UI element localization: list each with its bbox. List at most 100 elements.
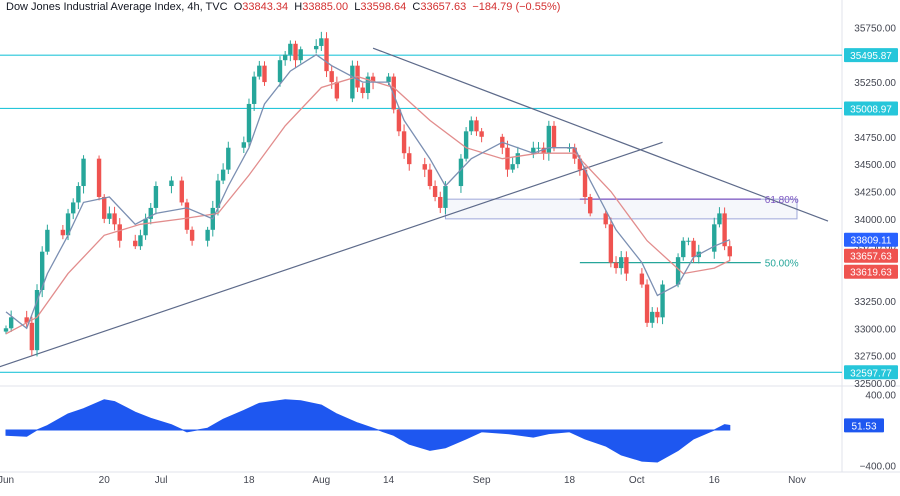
candle-body bbox=[727, 246, 732, 257]
candle-body bbox=[148, 207, 153, 219]
price-tick-label: 32500.00 bbox=[854, 379, 896, 390]
low-label: L bbox=[354, 1, 361, 13]
candle-body bbox=[65, 213, 71, 236]
candle-body bbox=[624, 257, 629, 274]
oscillator-value-label: 51.53 bbox=[851, 421, 876, 432]
price-tag: 33657.63 bbox=[844, 248, 898, 263]
candle-body bbox=[169, 180, 174, 187]
candle-body bbox=[686, 240, 691, 242]
candle-body bbox=[443, 186, 448, 208]
time-tick-label: Aug bbox=[312, 475, 330, 486]
candle-body bbox=[536, 147, 541, 149]
candle-body bbox=[334, 82, 340, 99]
candle-body bbox=[619, 257, 624, 269]
price-tick-label: 32750.00 bbox=[854, 352, 896, 363]
candle-body bbox=[329, 71, 334, 83]
oscillator-tick-label: 400.00 bbox=[865, 390, 896, 401]
candle-body bbox=[391, 76, 396, 110]
symbol-title: Dow Jones Industrial Average Index, 4h, … bbox=[6, 1, 228, 13]
candle-body bbox=[246, 103, 252, 143]
candle-body bbox=[603, 213, 608, 225]
candle-body bbox=[24, 317, 29, 323]
candle-body bbox=[546, 125, 552, 154]
price-tick-label: 34000.00 bbox=[854, 215, 896, 226]
candle-body bbox=[660, 284, 665, 318]
candle-body bbox=[288, 43, 293, 55]
close-label: C bbox=[412, 1, 421, 13]
time-tick-label: 14 bbox=[383, 475, 395, 486]
price-tag-box bbox=[844, 232, 898, 247]
candle-body bbox=[205, 229, 210, 241]
price-tag-label: 33809.11 bbox=[851, 236, 892, 247]
candle-body bbox=[458, 158, 464, 187]
candle-body bbox=[479, 131, 484, 137]
price-tag: 33809.11 bbox=[844, 232, 898, 247]
candle-body bbox=[655, 311, 660, 318]
oscillator-area bbox=[5, 399, 731, 463]
price-tick-label: 34250.00 bbox=[854, 188, 896, 199]
price-tag-label: 32597.77 bbox=[850, 368, 892, 379]
oscillator-tick-label: −400.00 bbox=[860, 462, 897, 473]
price-tick-label: 34750.00 bbox=[854, 133, 896, 144]
candle-body bbox=[29, 322, 35, 351]
candle-body bbox=[117, 224, 122, 241]
candle-body bbox=[96, 158, 102, 197]
candle-body bbox=[505, 147, 510, 170]
candle-body bbox=[515, 153, 521, 165]
candle-body bbox=[184, 202, 190, 230]
price-tick-label: 33000.00 bbox=[854, 324, 896, 335]
candle-body bbox=[438, 196, 443, 208]
candle-body bbox=[298, 49, 303, 61]
candle-body bbox=[551, 125, 557, 148]
low-value: 33598.64 bbox=[360, 1, 407, 13]
open-value: 33843.34 bbox=[242, 1, 289, 13]
candle-body bbox=[577, 158, 583, 170]
candle-body bbox=[282, 54, 288, 61]
price-tag-box bbox=[844, 365, 898, 380]
candle-body bbox=[582, 169, 588, 197]
candle-body bbox=[3, 328, 9, 332]
candle-body bbox=[76, 186, 81, 203]
candle-body bbox=[474, 120, 479, 132]
high-label: H bbox=[294, 1, 303, 13]
candle-body bbox=[215, 180, 221, 208]
candle-body bbox=[396, 109, 402, 132]
trendline bbox=[0, 141, 663, 368]
candle-body bbox=[138, 235, 143, 247]
candle-body bbox=[717, 213, 722, 225]
candle-body bbox=[608, 224, 614, 263]
time-tick-label: 16 bbox=[709, 475, 721, 486]
price-tag-box bbox=[844, 264, 898, 279]
candle-body bbox=[102, 196, 107, 219]
oscillator-value-tag: 51.53 bbox=[844, 418, 884, 433]
candle-body bbox=[257, 65, 262, 77]
price-tag: 32597.77 bbox=[844, 365, 898, 380]
time-axis-ticks: Jun 20 Jul 18 Aug 14 Sep 18 Oct 16 Nov bbox=[0, 475, 806, 486]
candle-body bbox=[469, 120, 474, 132]
candle-body bbox=[262, 65, 267, 83]
candle-body bbox=[401, 131, 407, 154]
candle-body bbox=[360, 87, 365, 94]
time-tick-label: Oct bbox=[629, 475, 645, 486]
candle-body bbox=[179, 180, 184, 203]
resistance-zone bbox=[444, 198, 798, 220]
fib-level-label: 50.00% bbox=[765, 259, 799, 270]
price-tick-label: 35750.00 bbox=[854, 23, 896, 34]
candle-body bbox=[712, 224, 717, 252]
slow-moving-average-line bbox=[5, 75, 731, 335]
price-tick-label: 33750.00 bbox=[854, 242, 896, 253]
candle-body bbox=[541, 147, 546, 154]
candle-body bbox=[34, 289, 40, 351]
high-value: 33885.00 bbox=[302, 1, 349, 13]
candle-body bbox=[639, 273, 645, 285]
oscillator-value-box bbox=[844, 418, 884, 433]
candle-body bbox=[427, 169, 433, 187]
candle-body bbox=[370, 76, 376, 83]
candle-body bbox=[81, 158, 86, 187]
price-tag-box bbox=[844, 248, 898, 263]
candles bbox=[3, 31, 732, 357]
candle-body bbox=[407, 153, 412, 165]
candle-body bbox=[189, 229, 195, 241]
